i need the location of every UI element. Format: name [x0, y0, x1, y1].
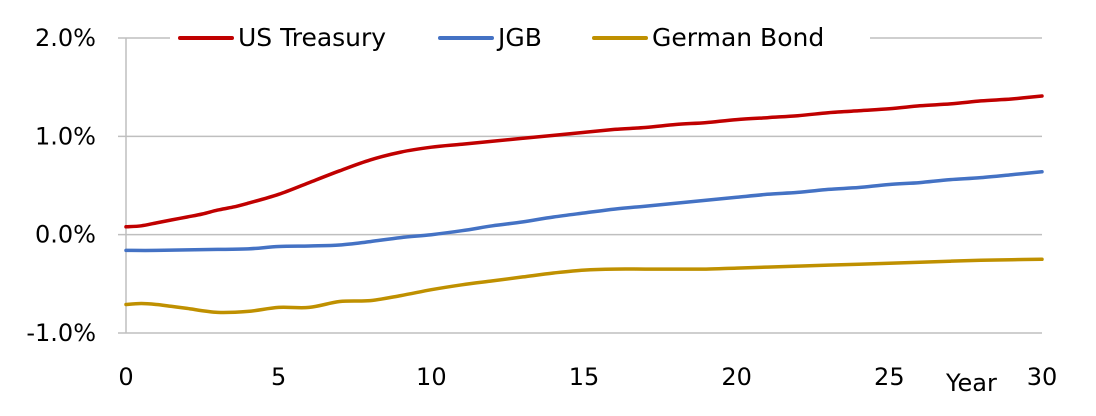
legend-label-jgb: JGB — [496, 23, 542, 52]
x-tick-label: 15 — [569, 363, 600, 391]
legend: US Treasury JGB German Bond — [170, 18, 870, 54]
series-lines — [124, 94, 1044, 315]
x-tick-label: 10 — [416, 363, 447, 391]
series-line-us-treasury — [124, 94, 1044, 229]
legend-label-german-bond: German Bond — [652, 23, 824, 52]
x-tick-label: 5 — [271, 363, 286, 391]
x-tick-label: 25 — [874, 363, 905, 391]
x-tick-label: 20 — [721, 363, 752, 391]
y-tick-label: 1.0% — [35, 122, 96, 150]
x-axis-label: Year — [945, 369, 997, 397]
tick-labels: -1.0% 0.0% 1.0% 2.0% 0 5 10 15 20 25 30 — [26, 24, 1057, 391]
legend-label-us-treasury: US Treasury — [238, 23, 386, 52]
y-tick-label: -1.0% — [26, 319, 96, 347]
y-tick-label: 2.0% — [35, 24, 96, 52]
y-tick-label: 0.0% — [35, 221, 96, 249]
gridlines — [118, 37, 1042, 334]
x-tick-label: 30 — [1027, 363, 1058, 391]
legend-background — [170, 18, 870, 54]
series-line-jgb — [124, 169, 1044, 253]
series-line-german-bond — [124, 257, 1044, 315]
x-tick-label: 0 — [118, 363, 133, 391]
